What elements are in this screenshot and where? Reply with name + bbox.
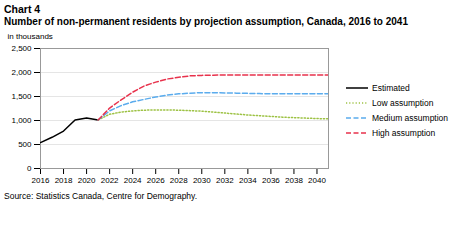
svg-text:2026: 2026	[147, 176, 165, 185]
svg-text:2032: 2032	[216, 176, 234, 185]
html-text:Low assumption: Low assumption	[372, 97, 434, 108]
html-text:Medium assumption: Medium assumption	[372, 112, 449, 123]
svg-text:1,500: 1,500	[11, 92, 32, 101]
svg-text:2030: 2030	[193, 176, 211, 185]
html-text:High assumption: High assumption	[372, 127, 436, 138]
html-text:Source: Statistics Canada, Cen: Source: Statistics Canada, Centre for De…	[4, 191, 198, 201]
html-text:Number of non-permanent reside: Number of non-permanent residents by pro…	[4, 16, 408, 27]
svg-text:2036: 2036	[262, 176, 280, 185]
svg-text:2040: 2040	[308, 176, 326, 185]
html-text:Chart 4: Chart 4	[4, 3, 41, 15]
svg-text:in thousands: in thousands	[8, 32, 53, 41]
svg-text:2028: 2028	[170, 176, 188, 185]
svg-text:2024: 2024	[124, 176, 142, 185]
html-text:Estimated: Estimated	[372, 82, 410, 93]
svg-text:2016: 2016	[32, 176, 50, 185]
svg-text:2038: 2038	[285, 176, 303, 185]
svg-text:2,500: 2,500	[11, 44, 32, 53]
svg-text:2022: 2022	[101, 176, 119, 185]
svg-text:500: 500	[18, 140, 32, 149]
svg-text:2034: 2034	[239, 176, 257, 185]
svg-text:1,000: 1,000	[11, 116, 32, 125]
svg-text:2020: 2020	[78, 176, 96, 185]
svg-text:0: 0	[27, 164, 32, 173]
svg-text:2,000: 2,000	[11, 68, 32, 77]
svg-text:2018: 2018	[55, 176, 73, 185]
